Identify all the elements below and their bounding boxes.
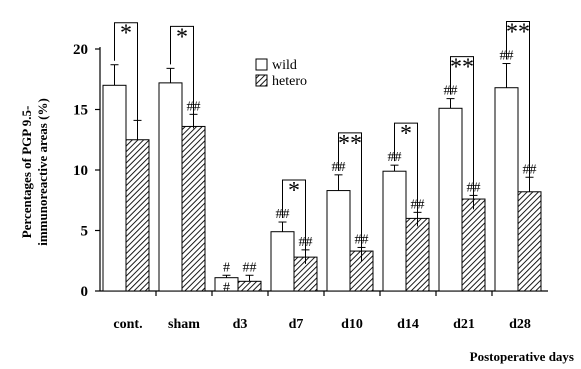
significance-bracket <box>450 56 474 210</box>
significance-bracket <box>282 179 306 264</box>
x-axis-label: Postoperative days <box>470 349 574 364</box>
significance-stars: ** <box>450 55 474 81</box>
x-tick-label: d21 <box>453 317 475 332</box>
significance-bracket <box>114 22 138 135</box>
bar-wild-d7 <box>270 231 295 292</box>
y-axis-label-line1: Percentages of PGP 9.5- <box>19 106 34 239</box>
significance-bracket <box>338 132 362 262</box>
y-axis-title: Percentages of PGP 9.5- immunoreactive a… <box>19 98 50 246</box>
y-tick-label: 10 <box>73 163 88 179</box>
bar-wild-sham <box>158 82 183 292</box>
significance-bracket <box>506 21 530 192</box>
significance-stars: * <box>288 178 300 204</box>
y-axis-label-line2: immunoreactive areas (%) <box>35 98 50 246</box>
significance-stars: * <box>176 24 188 50</box>
bar-wild-d28 <box>494 87 519 292</box>
significance-stars: * <box>400 121 412 147</box>
legend-swatch-wild <box>255 58 268 71</box>
x-tick-label: sham <box>168 317 200 332</box>
labels: cont.*sham##*d3# ##d7####*d10####**d14###… <box>113 20 536 332</box>
significance-stars: ** <box>338 131 362 157</box>
bar-wild-d10 <box>326 190 351 292</box>
bar-hetero-d14 <box>405 217 430 292</box>
significance-bracket <box>170 25 194 129</box>
x-tick-label: d14 <box>397 317 419 332</box>
bar-wild-d14 <box>382 170 407 292</box>
significance-stars: ** <box>506 20 530 46</box>
bar-wild-d21 <box>438 107 463 292</box>
significance-bracket <box>394 122 418 227</box>
y-tick-label: 0 <box>81 284 89 300</box>
legend-label-wild: wild <box>272 58 297 73</box>
legend: wild hetero <box>255 58 307 89</box>
bar-wild-cont. <box>102 84 127 292</box>
bar-hetero-d28 <box>517 191 542 292</box>
legend-swatch-hetero <box>255 74 268 87</box>
significance-stars: * <box>120 21 132 47</box>
bar-hetero-sham <box>181 125 206 292</box>
x-tick-label: cont. <box>113 317 142 332</box>
bar-hetero-d21 <box>461 198 486 292</box>
y-tick-label: 5 <box>81 224 89 240</box>
x-tick-label: d7 <box>289 317 304 332</box>
y-tick-label: 20 <box>73 42 88 58</box>
bar-annotation: ## <box>243 260 257 275</box>
bar-annotation: # <box>223 260 230 275</box>
bar-hetero-d3 <box>237 280 262 292</box>
bar-hetero-cont. <box>125 139 150 292</box>
bar-annotation-extra: # <box>223 281 230 296</box>
x-tick-label: d3 <box>233 317 248 332</box>
x-tick-label: d10 <box>341 317 363 332</box>
x-tick-label: d28 <box>509 317 531 332</box>
bars <box>102 63 542 292</box>
legend-label-hetero: hetero <box>272 74 307 89</box>
y-tick-label: 15 <box>73 103 88 119</box>
